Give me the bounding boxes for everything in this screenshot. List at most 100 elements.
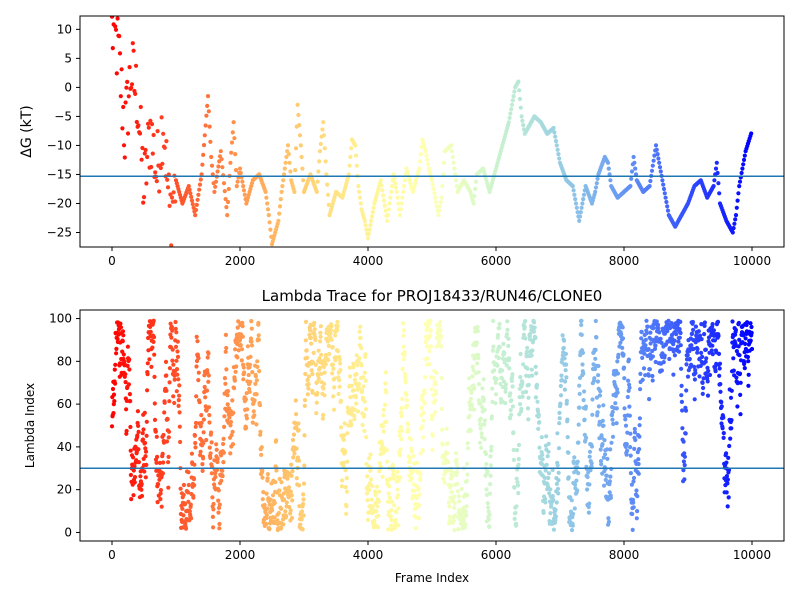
lambda-point <box>695 347 700 352</box>
lambda-point <box>401 321 406 326</box>
lambda-point <box>417 503 422 508</box>
lambda-point <box>178 439 183 445</box>
lambda-point <box>383 381 388 386</box>
lambda-point <box>434 370 439 375</box>
lambda-point <box>172 377 177 382</box>
lambda-point <box>592 376 597 381</box>
free-energy-point <box>117 51 123 56</box>
free-energy-point <box>632 160 637 165</box>
free-energy-point <box>507 115 512 120</box>
lambda-point <box>259 445 264 450</box>
lambda-point <box>381 424 386 429</box>
lambda-point <box>508 416 513 421</box>
free-energy-point <box>186 184 191 189</box>
lambda-point <box>641 366 647 371</box>
lambda-point <box>225 402 230 407</box>
lambda-point <box>267 527 272 532</box>
lambda-point <box>368 452 373 457</box>
lambda-point <box>562 356 567 361</box>
lambda-point <box>139 493 145 499</box>
lambda-point <box>409 449 414 454</box>
free-energy-point <box>516 79 521 84</box>
lambda-point <box>743 341 748 346</box>
lambda-point <box>297 504 302 509</box>
lambda-point <box>692 364 697 369</box>
lambda-point <box>679 383 684 388</box>
lambda-point <box>570 523 575 528</box>
lambda-point <box>534 371 539 376</box>
free-energy-point <box>401 184 407 189</box>
lambda-point <box>225 389 231 394</box>
lambda-point <box>520 380 525 385</box>
lambda-point <box>316 348 321 353</box>
lambda-point <box>219 478 224 483</box>
lambda-point <box>175 339 180 344</box>
lambda-point <box>421 410 426 415</box>
free-energy-point <box>124 85 129 90</box>
lambda-point <box>339 484 344 489</box>
lambda-point <box>339 425 344 430</box>
free-energy-point <box>452 166 457 171</box>
lambda-point <box>642 351 647 356</box>
lambda-point <box>634 516 639 521</box>
lambda-point <box>284 500 289 505</box>
lambda-point <box>658 336 663 341</box>
lambda-point <box>718 382 723 387</box>
free-energy-point <box>386 207 391 212</box>
y-tick-label: 0 <box>64 80 72 94</box>
lambda-point <box>288 508 293 513</box>
free-energy-point <box>712 178 717 183</box>
lambda-point <box>223 349 228 354</box>
free-energy-point <box>137 131 143 136</box>
free-energy-point <box>711 184 716 189</box>
lambda-point <box>128 448 133 453</box>
lambda-point <box>269 508 275 513</box>
lambda-point <box>579 332 584 337</box>
lambda-point <box>585 474 590 480</box>
lambda-point <box>360 422 365 428</box>
lambda-point <box>436 338 441 343</box>
free-energy-point <box>326 202 331 207</box>
lambda-point <box>599 462 604 467</box>
free-energy-point <box>713 166 719 171</box>
lambda-point <box>652 346 658 351</box>
lambda-point <box>520 394 525 399</box>
lambda-point <box>380 474 385 479</box>
lambda-point <box>631 479 636 484</box>
lambda-point <box>150 345 155 350</box>
free-energy-point <box>268 227 273 232</box>
lambda-point <box>434 391 439 396</box>
lambda-point <box>201 430 206 435</box>
free-energy-point <box>204 113 209 118</box>
lambda-point <box>164 439 170 444</box>
lambda-point <box>719 400 724 405</box>
lambda-point <box>638 371 643 376</box>
lambda-point <box>601 403 606 408</box>
lambda-point <box>158 497 163 502</box>
y-tick-label: 60 <box>57 397 72 411</box>
lambda-point <box>259 452 264 457</box>
free-energy-point <box>296 112 301 118</box>
lambda-point <box>361 375 366 380</box>
free-energy-point <box>389 189 394 194</box>
lambda-point <box>601 483 607 488</box>
lambda-point <box>479 445 484 450</box>
lambda-point <box>306 382 311 387</box>
lambda-point <box>718 389 723 394</box>
lambda-point <box>164 373 169 378</box>
lambda-point <box>557 421 562 426</box>
lambda-point <box>568 495 573 500</box>
lambda-point <box>614 421 619 426</box>
free-energy-point <box>651 158 656 163</box>
free-energy-point <box>206 109 211 114</box>
free-energy-point <box>433 195 438 200</box>
lambda-point <box>181 482 186 488</box>
lambda-point <box>172 400 177 406</box>
free-energy-point <box>353 143 358 148</box>
lambda-point <box>256 333 261 338</box>
lambda-point <box>570 515 575 520</box>
lambda-point <box>317 356 322 361</box>
free-energy-point <box>265 207 271 212</box>
lambda-point <box>220 474 225 479</box>
lambda-point <box>572 455 577 460</box>
